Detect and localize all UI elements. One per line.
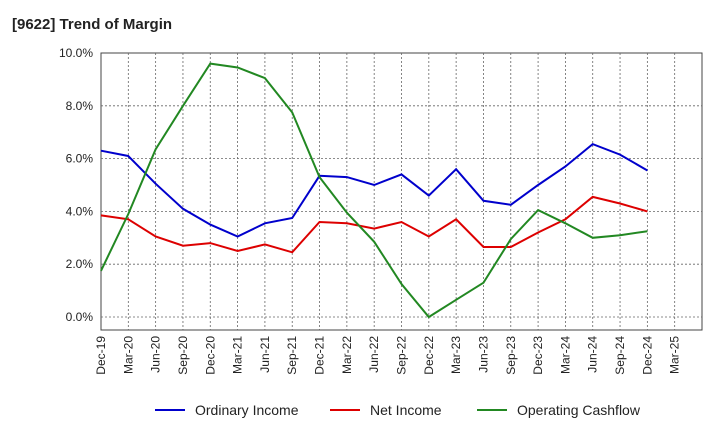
y-tick-label: 0.0%	[66, 310, 94, 324]
x-tick-label: Dec-20	[203, 336, 217, 375]
legend-label-net-income: Net Income	[370, 402, 442, 418]
x-tick-label: Dec-19	[94, 336, 108, 375]
y-tick-label: 4.0%	[66, 204, 94, 218]
x-tick-label: Sep-24	[613, 336, 627, 375]
x-tick-label: Sep-23	[504, 336, 518, 375]
x-tick-label: Sep-21	[285, 336, 299, 375]
x-tick-label: Sep-20	[176, 336, 190, 375]
x-tick-label: Dec-24	[640, 336, 654, 375]
series-line-net-income	[100, 195, 648, 254]
x-tick-label: Mar-25	[668, 336, 682, 374]
series-line-operating-cashflow	[100, 62, 648, 319]
series-line-ordinary-income	[100, 142, 648, 238]
x-tick-label: Dec-23	[531, 336, 545, 375]
x-tick-label: Jun-21	[258, 336, 272, 373]
y-tick-label: 8.0%	[66, 99, 94, 113]
x-tick-label: Jun-20	[149, 336, 163, 373]
x-tick-label: Dec-22	[422, 336, 436, 375]
x-tick-label: Mar-21	[231, 336, 245, 374]
y-tick-label: 10.0%	[59, 46, 93, 60]
legend-label-operating-cashflow: Operating Cashflow	[517, 402, 641, 418]
x-tick-label: Sep-22	[395, 336, 409, 375]
x-tick-label: Mar-20	[121, 336, 135, 374]
x-tick-label: Dec-21	[313, 336, 327, 375]
chart-title: [9622] Trend of Margin	[12, 16, 173, 33]
y-tick-label: 2.0%	[66, 257, 94, 271]
x-tick-label: Mar-24	[558, 336, 572, 374]
x-tick-label: Jun-22	[367, 336, 381, 373]
x-tick-label: Jun-23	[476, 336, 490, 373]
x-tick-label: Mar-22	[340, 336, 354, 374]
x-tick-label: Mar-23	[449, 336, 463, 374]
y-tick-label: 6.0%	[66, 152, 94, 166]
legend-label-ordinary-income: Ordinary Income	[195, 402, 299, 418]
x-tick-label: Jun-24	[586, 336, 600, 373]
